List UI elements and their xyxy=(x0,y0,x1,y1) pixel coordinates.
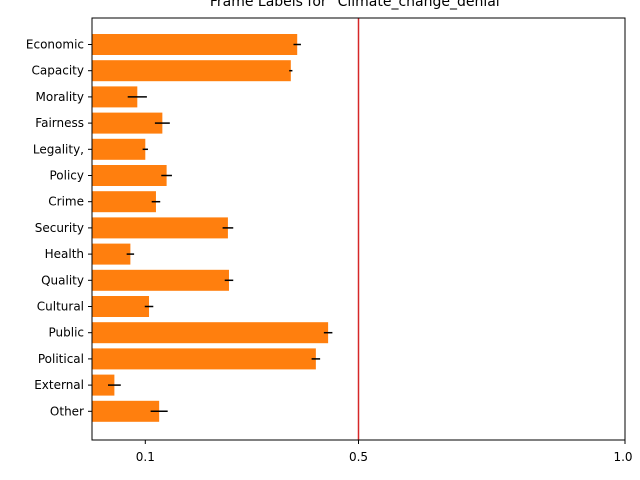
bar-4 xyxy=(92,138,146,160)
y-tick-label-7: Security xyxy=(35,221,84,235)
y-tick-label-1: Capacity xyxy=(32,64,84,78)
bar-10 xyxy=(92,296,150,317)
y-tick-label-10: Cultural xyxy=(37,300,84,314)
y-tick-label-12: Political xyxy=(38,352,84,366)
y-tick-label-14: Other xyxy=(50,404,84,418)
bar-11 xyxy=(92,322,329,344)
bar-5 xyxy=(92,165,167,186)
y-tick-label-6: Crime xyxy=(48,195,84,209)
bar-3 xyxy=(92,112,163,134)
x-tick-label-0: 0.1 xyxy=(136,450,155,464)
y-tick-label-5: Policy xyxy=(49,169,84,183)
bar-9 xyxy=(92,269,229,291)
bar-13 xyxy=(92,374,115,396)
y-tick-label-2: Morality xyxy=(36,90,84,104)
y-tick-label-11: Public xyxy=(48,326,84,340)
x-tick-label-2: 1.0 xyxy=(613,450,632,464)
bar-6 xyxy=(92,191,156,213)
x-tick-label-1: 0.5 xyxy=(349,450,368,464)
bar-1 xyxy=(92,60,291,82)
bar-12 xyxy=(92,348,316,370)
bar-2 xyxy=(92,86,138,108)
bar-0 xyxy=(92,34,298,55)
bar-8 xyxy=(92,243,131,265)
bar-7 xyxy=(92,217,228,239)
y-tick-label-9: Quality xyxy=(41,273,84,287)
y-tick-label-4: Legality, xyxy=(33,142,84,156)
chart-title: Frame Labels for "Climate_change_denial" xyxy=(210,0,506,10)
y-tick-label-0: Economic xyxy=(26,38,84,52)
y-tick-label-13: External xyxy=(34,378,84,392)
y-tick-label-3: Fairness xyxy=(35,116,84,130)
bar-14 xyxy=(92,400,160,422)
y-tick-label-8: Health xyxy=(45,247,84,261)
